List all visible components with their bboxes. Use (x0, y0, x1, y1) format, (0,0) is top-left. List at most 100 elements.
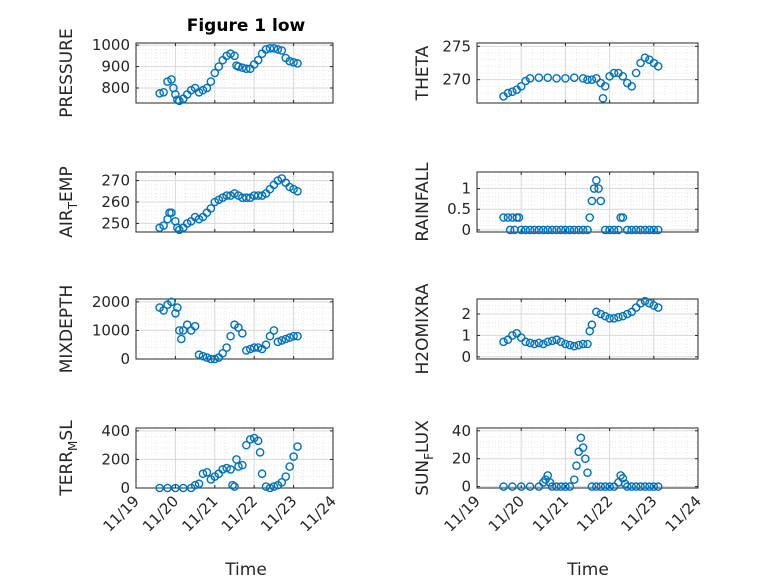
data-point (583, 225, 592, 235)
data-point (565, 340, 575, 350)
data-point (645, 482, 654, 491)
data-point (238, 328, 247, 338)
data-point (561, 339, 570, 349)
data-point (198, 469, 208, 479)
y-tick-label: 1 (461, 180, 471, 198)
data-point (242, 346, 251, 355)
data-point (273, 337, 283, 347)
y-axis-label: AIRTEMP (57, 166, 80, 237)
subplot-2: 270 275 THETA (413, 37, 699, 104)
y-axis-label: MIXDEPTH (57, 285, 77, 374)
data-point (285, 462, 294, 471)
data-point (277, 46, 287, 55)
data-point (198, 351, 208, 361)
data-point (627, 225, 637, 235)
y-tick-label: 0 (120, 479, 130, 497)
data-point (499, 482, 508, 491)
data-point (594, 184, 603, 193)
data-point (622, 309, 632, 319)
data-point (640, 296, 650, 306)
data-point (543, 337, 553, 347)
data-point (592, 482, 601, 491)
data-point (587, 320, 597, 330)
data-point (525, 74, 535, 83)
data-point (636, 482, 645, 491)
data-point (226, 465, 235, 474)
data-point (640, 482, 650, 491)
data-point (167, 297, 176, 307)
data-point (636, 58, 645, 68)
y-tick-label: 200 (101, 450, 130, 468)
data-point (521, 225, 530, 235)
data-point (561, 482, 570, 491)
data-point (516, 225, 526, 235)
data-point (503, 88, 513, 98)
data-point (614, 225, 623, 235)
subplot-3: 250 260 270 AIRTEMP (57, 166, 334, 238)
data-point (214, 62, 224, 71)
data-point (596, 196, 606, 206)
data-point (289, 57, 298, 67)
data-point (636, 298, 645, 308)
data-point (289, 452, 298, 461)
data-point (565, 225, 575, 235)
data-point (265, 44, 275, 53)
y-axis-label: THETA (413, 45, 433, 101)
data-point (587, 75, 597, 84)
subplot-4: 0 0.5 1 RAINFALL (413, 162, 699, 242)
data-point (234, 462, 243, 471)
data-point (516, 333, 526, 342)
subplot-6: 0 1 2 H2OMIXRA (413, 283, 699, 375)
data-point (543, 73, 553, 82)
subplot-1: 800 900 1000 PRESSURE (57, 28, 334, 118)
data-point (238, 460, 247, 470)
data-point (541, 475, 550, 484)
data-point (578, 443, 588, 452)
data-point (539, 225, 548, 235)
data-point (234, 323, 243, 332)
data-point (159, 87, 168, 97)
data-point (508, 87, 517, 96)
y-tick-label: 800 (101, 79, 130, 97)
data-point (592, 74, 601, 83)
data-point (618, 311, 628, 321)
data-point (249, 343, 259, 352)
data-point (534, 225, 544, 235)
data-point (565, 482, 575, 491)
y-tick-label: 40 (452, 422, 471, 440)
data-point (499, 213, 508, 222)
data-point (222, 463, 231, 473)
data-point (578, 74, 588, 83)
data-point (592, 175, 601, 185)
data-point (218, 348, 227, 358)
y-axis-label: SUNFLUX (413, 420, 436, 496)
data-point (173, 303, 182, 312)
data-point (631, 225, 641, 235)
data-point (255, 447, 265, 457)
data-point (261, 45, 271, 54)
data-point (596, 482, 606, 491)
data-point (569, 341, 579, 351)
y-tick-label: 900 (101, 58, 130, 76)
data-point (649, 482, 659, 491)
data-point (206, 77, 216, 86)
y-tick-label: 0 (461, 221, 471, 239)
data-point (202, 353, 212, 362)
data-point (609, 313, 619, 323)
data-point (177, 334, 186, 344)
data-point (640, 225, 650, 235)
axes-box (476, 427, 699, 489)
y-tick-label: 1 (461, 326, 471, 344)
data-point (530, 339, 539, 349)
data-point (194, 350, 204, 360)
data-point (534, 73, 544, 82)
data-point (547, 482, 557, 491)
data-point (649, 301, 659, 310)
data-point (545, 478, 555, 487)
data-point (627, 82, 637, 91)
data-point (552, 74, 561, 83)
data-point (609, 68, 619, 78)
axes-box (135, 298, 334, 360)
data-point (253, 343, 263, 352)
